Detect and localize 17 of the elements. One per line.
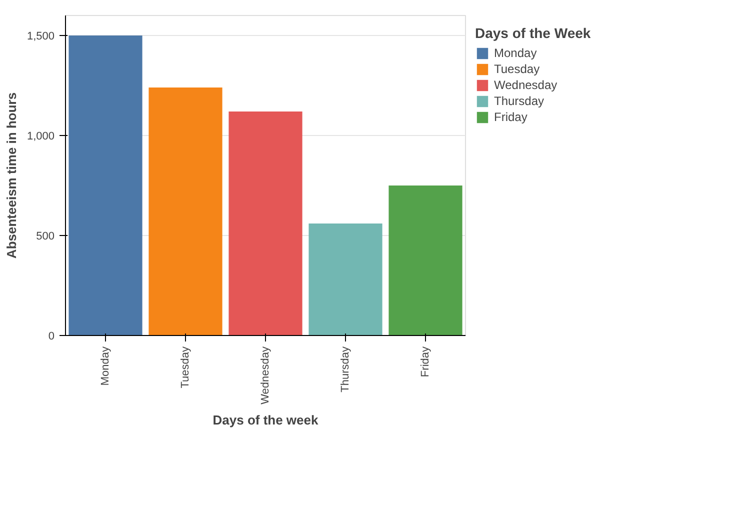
legend-label: Thursday [494,94,544,108]
y-axis-title: Absenteeism time in hours [4,92,19,259]
x-tick-label: Tuesday [180,346,192,388]
x-tick-label: Monday [100,346,112,386]
x-tick-label: Thursday [340,346,352,392]
y-tick-label: 0 [48,330,55,342]
x-axis-title: Days of the week [212,412,320,428]
legend-label: Tuesday [494,62,540,76]
y-tick-label: 1,500 [26,30,55,42]
y-tick-label: 1,000 [26,130,55,142]
y-tick-label: 500 [36,230,55,242]
legend-label: Monday [494,46,537,60]
legend-title: Days of the Week [475,25,591,41]
legend-label: Friday [494,110,528,124]
x-tick-label: Wednesday [260,346,272,404]
legend-label: Wednesday [494,78,558,92]
x-tick-label: Friday [420,346,432,378]
